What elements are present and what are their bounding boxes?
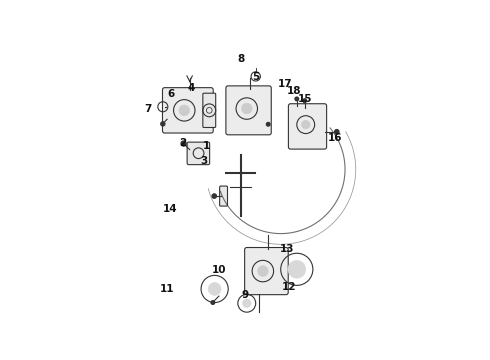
Text: 13: 13 — [280, 244, 294, 254]
FancyBboxPatch shape — [226, 86, 271, 135]
Text: 7: 7 — [144, 104, 151, 113]
Circle shape — [211, 301, 215, 304]
Circle shape — [181, 141, 186, 146]
Text: 3: 3 — [200, 157, 208, 166]
Circle shape — [301, 120, 310, 129]
Text: 17: 17 — [278, 79, 293, 89]
Text: 5: 5 — [252, 72, 259, 82]
Circle shape — [161, 122, 165, 126]
Text: 12: 12 — [281, 282, 296, 292]
Text: 9: 9 — [242, 290, 248, 300]
Circle shape — [295, 97, 298, 101]
Text: 18: 18 — [287, 86, 301, 96]
Circle shape — [212, 194, 217, 198]
Circle shape — [267, 122, 270, 126]
FancyBboxPatch shape — [289, 104, 327, 149]
Circle shape — [208, 283, 221, 296]
Text: 11: 11 — [160, 284, 175, 294]
Circle shape — [258, 266, 268, 276]
FancyBboxPatch shape — [220, 186, 227, 206]
Circle shape — [179, 105, 190, 116]
Text: 6: 6 — [167, 89, 174, 99]
Circle shape — [242, 103, 252, 114]
Text: 4: 4 — [188, 83, 195, 93]
Text: 8: 8 — [237, 54, 245, 64]
FancyBboxPatch shape — [163, 87, 213, 133]
Circle shape — [303, 99, 306, 103]
Circle shape — [288, 260, 306, 278]
Text: 15: 15 — [298, 94, 312, 104]
FancyBboxPatch shape — [187, 142, 210, 165]
Text: 10: 10 — [212, 265, 226, 275]
Text: 14: 14 — [163, 204, 178, 214]
Circle shape — [335, 130, 339, 134]
FancyBboxPatch shape — [245, 248, 288, 295]
Text: 16: 16 — [328, 133, 343, 143]
Text: 2: 2 — [179, 138, 187, 148]
Circle shape — [243, 299, 251, 307]
Text: 1: 1 — [203, 141, 210, 151]
FancyBboxPatch shape — [203, 93, 216, 127]
